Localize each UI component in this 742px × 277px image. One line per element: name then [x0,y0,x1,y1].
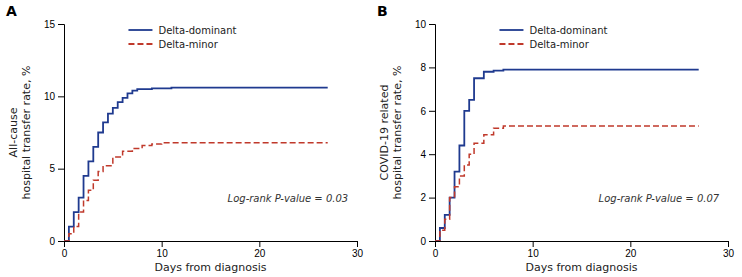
tick-mark [58,169,64,170]
tick-mark [728,241,729,247]
y-axis: 0 5 10 15 [44,19,65,247]
tick-mark [429,154,435,155]
x-axis: 0 10 20 30 [433,241,735,259]
tick-label: 10 [157,248,169,259]
legend-item: Delta-dominant [499,25,607,36]
tick: 0 [420,236,435,247]
series-line [64,88,328,241]
tick-label: 2 [420,192,426,203]
x-axis: 0 10 20 30 [62,241,364,259]
axis-line [436,242,729,248]
tick: 10 [44,91,64,102]
legend-label: Delta-minor [158,39,218,50]
figure: 0102030051015Days from diagnosisAll-caus… [0,0,742,277]
tick-mark [357,241,358,247]
tick: 20 [625,241,637,259]
tick-label: 8 [420,62,426,73]
axis-line [58,25,65,242]
legend: Delta-dominant Delta-minor [128,25,236,50]
tick: 0 [49,236,64,247]
tick: 6 [420,106,435,117]
y-axis-label-line: hospital transfer rate, % [20,66,33,200]
tick: 30 [723,241,735,259]
legend-item: Delta-minor [499,39,589,50]
legend-label: Delta-minor [529,39,589,50]
plot-area [64,88,328,241]
panel-label: A [6,3,17,19]
axis-line [429,25,436,242]
y-axis-label: All-causehospital transfer rate, % [7,66,33,200]
tick-mark [429,198,435,199]
tick-mark [429,241,435,242]
tick-label: 6 [420,106,426,117]
tick-mark [429,111,435,112]
tick: 0 [62,241,68,259]
legend-swatch [128,29,152,31]
tick: 0 [433,241,439,259]
x-axis-label: Days from diagnosis [525,261,637,274]
tick-label: 0 [433,248,439,259]
panel: 0 10 20 30 0 2 4 6 8 10 Days from diagnosis COVID-1… [377,3,734,274]
tick-label: 20 [625,248,637,259]
series-line [64,143,328,241]
tick: 8 [420,62,435,73]
tick-label: 20 [254,248,266,259]
tick-label: 5 [49,163,55,174]
tick-label: 4 [420,149,426,160]
plot-area [435,70,699,241]
tick-label: 10 [415,19,427,30]
y-axis: 0 2 4 6 8 10 [415,19,436,247]
y-axis-label: COVID-19 relatedhospital transfer rate, … [378,66,404,200]
legend-label: Delta-dominant [529,25,607,36]
tick-label: 0 [420,236,426,247]
series-line [435,126,699,241]
tick: 20 [254,241,266,259]
tick: 10 [157,241,169,259]
tick: 2 [420,192,435,203]
tick-mark [58,24,64,25]
tick-mark [429,24,435,25]
tick-mark [429,67,435,68]
tick-label: 30 [723,248,735,259]
tick-label: 30 [352,248,364,259]
legend-swatch [499,43,523,45]
tick-mark [259,241,260,247]
legend-item: Delta-dominant [128,25,236,36]
tick-label: 15 [44,19,56,30]
tick-mark [162,241,163,247]
tick: 10 [415,19,435,30]
tick-mark [58,241,64,242]
tick-label: 10 [528,248,540,259]
tick-mark [533,241,534,247]
panel: 0 10 20 30 0 5 10 15 Days from diagnosis All-caus… [6,3,363,274]
annotation: Log-rank P-value = 0.03 [228,193,349,204]
y-axis-label-line: hospital transfer rate, % [391,66,404,200]
tick-mark [58,96,64,97]
annotation: Log-rank P-value = 0.07 [599,193,720,204]
legend-item: Delta-minor [128,39,218,50]
tick-mark [630,241,631,247]
tick: 15 [44,19,64,30]
series-line [435,70,699,241]
legend-label: Delta-dominant [158,25,236,36]
tick-label: 0 [49,236,55,247]
axis-line [65,242,358,248]
tick-label: 0 [62,248,68,259]
tick-label: 10 [44,91,56,102]
tick: 30 [352,241,364,259]
panel-label: B [377,3,388,19]
tick: 10 [528,241,540,259]
tick: 4 [420,149,435,160]
legend-swatch [499,29,523,31]
y-axis-label-line: All-cause [7,107,20,157]
y-axis-label-line: COVID-19 related [378,85,391,181]
legend: Delta-dominant Delta-minor [499,25,607,50]
legend-swatch [128,43,152,45]
x-axis-label: Days from diagnosis [154,261,266,274]
tick: 5 [49,163,64,174]
